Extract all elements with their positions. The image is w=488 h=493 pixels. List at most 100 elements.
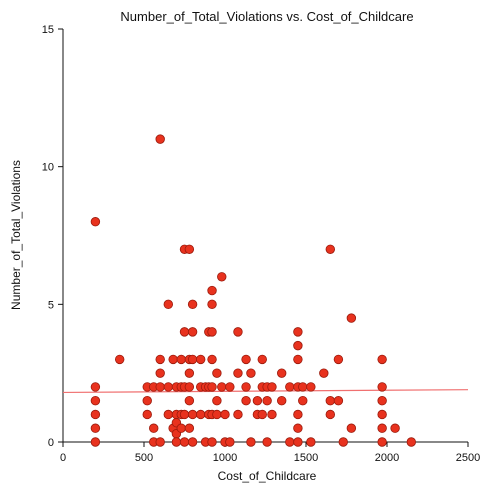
- data-point: [163, 409, 174, 420]
- data-point: [225, 382, 235, 392]
- data-point: [212, 409, 222, 420]
- x-tick-label: 2500: [456, 452, 480, 464]
- data-point: [142, 409, 152, 420]
- data-point: [187, 354, 198, 365]
- data-point: [241, 396, 251, 406]
- data-point: [298, 382, 308, 392]
- data-point: [377, 423, 387, 433]
- data-point: [293, 437, 303, 447]
- data-point: [195, 354, 206, 365]
- data-point: [187, 409, 198, 420]
- y-tick-label: 0: [48, 437, 54, 449]
- data-point: [277, 368, 287, 378]
- data-point: [184, 244, 195, 254]
- data-point: [179, 409, 190, 420]
- data-point: [184, 368, 195, 378]
- y-axis-label: Number_of_Total_Violations: [9, 160, 23, 310]
- data-point: [168, 354, 178, 365]
- data-point: [207, 285, 217, 296]
- data-point: [90, 423, 101, 433]
- axes: [62, 29, 468, 443]
- data-point: [114, 354, 125, 365]
- data-point: [377, 396, 387, 406]
- y-tick-label: 15: [42, 24, 54, 36]
- data-point: [267, 409, 277, 420]
- data-point: [207, 354, 217, 365]
- data-point: [149, 423, 159, 433]
- data-point: [252, 396, 263, 406]
- data-point: [233, 368, 243, 378]
- data-point: [187, 437, 198, 447]
- data-point: [333, 354, 344, 365]
- data-point: [306, 437, 316, 447]
- data-point: [333, 396, 344, 406]
- data-point: [406, 437, 417, 447]
- x-tick-label: 500: [135, 452, 153, 464]
- data-point: [171, 437, 182, 447]
- data-point: [262, 437, 272, 447]
- data-point: [241, 354, 251, 365]
- data-point: [187, 299, 198, 310]
- data-point: [306, 382, 316, 392]
- data-point: [377, 382, 387, 392]
- data-point: [293, 354, 303, 365]
- data-point: [142, 396, 152, 406]
- x-tick-label: 1000: [213, 452, 237, 464]
- data-point: [346, 423, 357, 433]
- data-point: [155, 354, 165, 365]
- data-point: [319, 368, 329, 378]
- data-point: [233, 327, 243, 337]
- data-point: [195, 409, 206, 420]
- data-point: [298, 396, 308, 406]
- data-point: [187, 327, 198, 337]
- data-point: [212, 368, 222, 378]
- data-point: [212, 396, 222, 406]
- data-point: [293, 327, 303, 337]
- x-tick-label: 0: [60, 452, 66, 464]
- data-point: [220, 409, 230, 420]
- data-point: [390, 423, 400, 433]
- data-point: [90, 409, 101, 420]
- data-point: [217, 272, 227, 282]
- data-point: [346, 313, 357, 323]
- y-tick-label: 10: [42, 162, 54, 174]
- y-tick-label: 5: [48, 299, 54, 311]
- data-point: [207, 437, 217, 447]
- data-point: [277, 396, 287, 406]
- data-point: [179, 327, 190, 337]
- data-point: [184, 396, 195, 406]
- data-point: [176, 423, 186, 433]
- data-point: [207, 382, 217, 392]
- data-point: [246, 368, 256, 378]
- data-point: [325, 396, 336, 406]
- data-point: [90, 217, 101, 227]
- data-point: [163, 382, 174, 392]
- data-point: [325, 244, 336, 254]
- data-point: [293, 340, 303, 351]
- data-point: [233, 409, 243, 420]
- x-axis-label: Cost_of_Childcare: [218, 469, 317, 483]
- data-point: [207, 299, 217, 310]
- data-point: [325, 409, 336, 420]
- data-point: [241, 382, 251, 392]
- x-tick-label: 1500: [294, 452, 318, 464]
- data-point: [246, 437, 256, 447]
- data-point: [285, 437, 295, 447]
- data-point: [184, 423, 195, 433]
- ticks: 0 500 1000 1500 2000 2500 0 5 10 15: [42, 24, 480, 464]
- data-point: [217, 382, 227, 392]
- data-point: [377, 437, 387, 447]
- data-point: [155, 368, 165, 378]
- data-point: [179, 437, 190, 447]
- x-tick-label: 2000: [375, 452, 399, 464]
- data-point: [262, 396, 272, 406]
- data-point: [377, 354, 387, 365]
- data-point: [155, 382, 165, 392]
- data-point: [207, 327, 217, 337]
- data-point: [285, 382, 295, 392]
- data-point: [338, 437, 348, 447]
- data-point: [293, 423, 303, 433]
- data-point: [377, 409, 387, 420]
- data-point: [155, 437, 165, 447]
